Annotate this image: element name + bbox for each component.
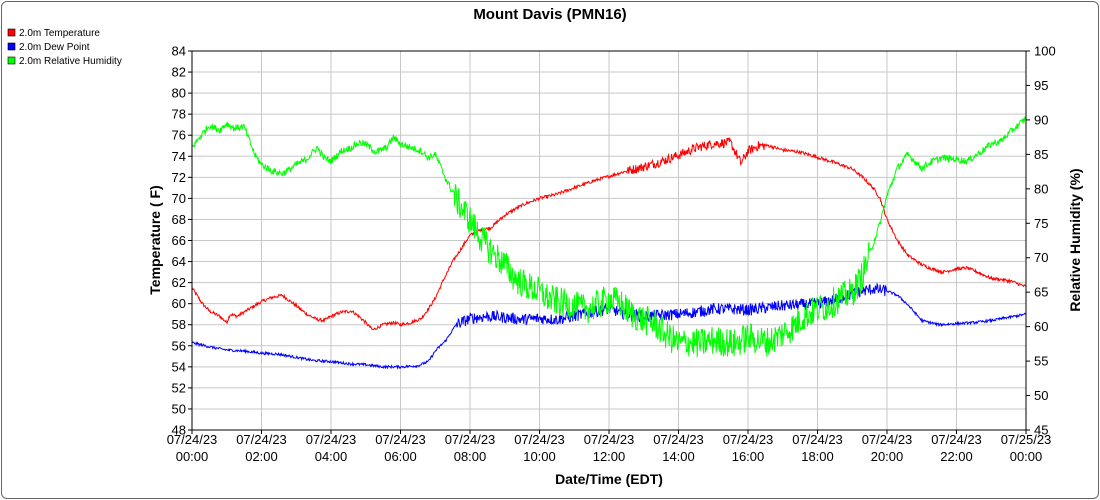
x-tick-date: 07/24/23 <box>792 432 843 447</box>
x-tick-time: 22:00 <box>940 449 973 464</box>
y-axis-title: Temperature ( F) <box>147 185 163 294</box>
x-tick-time: 06:00 <box>384 449 417 464</box>
legend-label-2-0m-relative-humidity: 2.0m Relative Humidity <box>19 56 122 67</box>
y-tick-label: 66 <box>172 233 186 248</box>
y-right-tick-label: 80 <box>1034 181 1048 196</box>
x-tick-date: 07/24/23 <box>584 432 635 447</box>
y-right-tick-label: 85 <box>1034 147 1048 162</box>
y-right-tick-label: 100 <box>1034 44 1056 59</box>
y-tick-label: 60 <box>172 296 186 311</box>
x-tick-time: 12:00 <box>593 449 626 464</box>
y-right-tick-label: 55 <box>1034 354 1048 369</box>
y-axis-left-ticks: 48 50 52 54 56 58 60 62 64 66 68 70 72 74 76 78 80 82 84 <box>172 44 192 438</box>
x-tick-date: 07/24/23 <box>723 432 774 447</box>
x-tick-date: 07/24/23 <box>514 432 565 447</box>
y-right-tick-label: 50 <box>1034 388 1048 403</box>
y-right-tick-label: 90 <box>1034 112 1048 127</box>
y-right-tick-label: 65 <box>1034 285 1048 300</box>
y-tick-label: 82 <box>172 65 186 80</box>
y-axis-right-title: Relative Humidity (%) <box>1067 168 1083 311</box>
y-axis-right-ticks: 45 50 55 60 65 70 75 80 85 90 95 100 <box>1026 44 1056 438</box>
x-tick-date: 07/24/23 <box>862 432 913 447</box>
y-tick-label: 54 <box>172 359 186 374</box>
x-tick-date: 07/24/23 <box>445 432 496 447</box>
y-tick-label: 80 <box>172 86 186 101</box>
grid <box>191 50 1027 431</box>
x-tick-date: 07/24/23 <box>167 432 218 447</box>
y-right-tick-label: 70 <box>1034 250 1048 265</box>
x-axis-ticks: 07/24/23 00:00 07/24/23 02:00 07/24/23 04:00 0… <box>167 430 1052 464</box>
y-tick-label: 72 <box>172 170 186 185</box>
legend-swatch-2-0m-dew-point <box>7 42 16 51</box>
x-tick-time: 04:00 <box>315 449 348 464</box>
y-tick-label: 74 <box>172 149 186 164</box>
x-axis-title: Date/Time (EDT) <box>555 471 663 487</box>
x-tick-time: 10:00 <box>523 449 556 464</box>
chart-title: Mount Davis (PMN16) <box>473 6 626 23</box>
x-tick-time: 16:00 <box>732 449 765 464</box>
x-tick-time: 18:00 <box>801 449 834 464</box>
y-right-tick-label: 75 <box>1034 216 1048 231</box>
legend-swatch-2-0m-temperature <box>7 28 16 37</box>
x-tick-date: 07/25/23 <box>1001 432 1052 447</box>
series-line-2-0m-relative-humidity <box>191 116 1027 358</box>
x-tick-time: 02:00 <box>245 449 278 464</box>
y-tick-label: 68 <box>172 212 186 227</box>
legend: 2.0m Temperature 2.0m Dew Point 2.0m Relat… <box>7 28 122 67</box>
x-tick-time: 20:00 <box>871 449 904 464</box>
y-right-tick-label: 60 <box>1034 319 1048 334</box>
y-tick-label: 50 <box>172 401 186 416</box>
x-tick-time: 00:00 <box>1010 449 1043 464</box>
y-tick-label: 76 <box>172 128 186 143</box>
x-tick-date: 07/24/23 <box>653 432 704 447</box>
y-tick-label: 64 <box>172 254 186 269</box>
x-tick-time: 08:00 <box>454 449 487 464</box>
y-tick-label: 52 <box>172 380 186 395</box>
x-tick-date: 07/24/23 <box>375 432 426 447</box>
y-tick-label: 56 <box>172 338 186 353</box>
x-tick-date: 07/24/23 <box>236 432 287 447</box>
y-tick-label: 78 <box>172 107 186 122</box>
legend-label-2-0m-dew-point: 2.0m Dew Point <box>19 42 90 53</box>
y-tick-label: 70 <box>172 191 186 206</box>
x-tick-date: 07/24/23 <box>306 432 357 447</box>
legend-label-2-0m-temperature: 2.0m Temperature <box>19 28 100 39</box>
x-tick-date: 07/24/23 <box>931 432 982 447</box>
x-tick-time: 00:00 <box>176 449 209 464</box>
legend-swatch-2-0m-relative-humidity <box>7 56 16 65</box>
y-right-tick-label: 95 <box>1034 78 1048 93</box>
y-tick-label: 62 <box>172 275 186 290</box>
y-tick-label: 58 <box>172 317 186 332</box>
x-tick-time: 14:00 <box>662 449 695 464</box>
y-tick-label: 84 <box>172 44 186 59</box>
series-layer <box>191 116 1027 370</box>
series-line-2-0m-temperature <box>191 137 1027 331</box>
y-tick-label: 48 <box>172 423 186 438</box>
y-right-tick-label: 45 <box>1034 423 1048 438</box>
